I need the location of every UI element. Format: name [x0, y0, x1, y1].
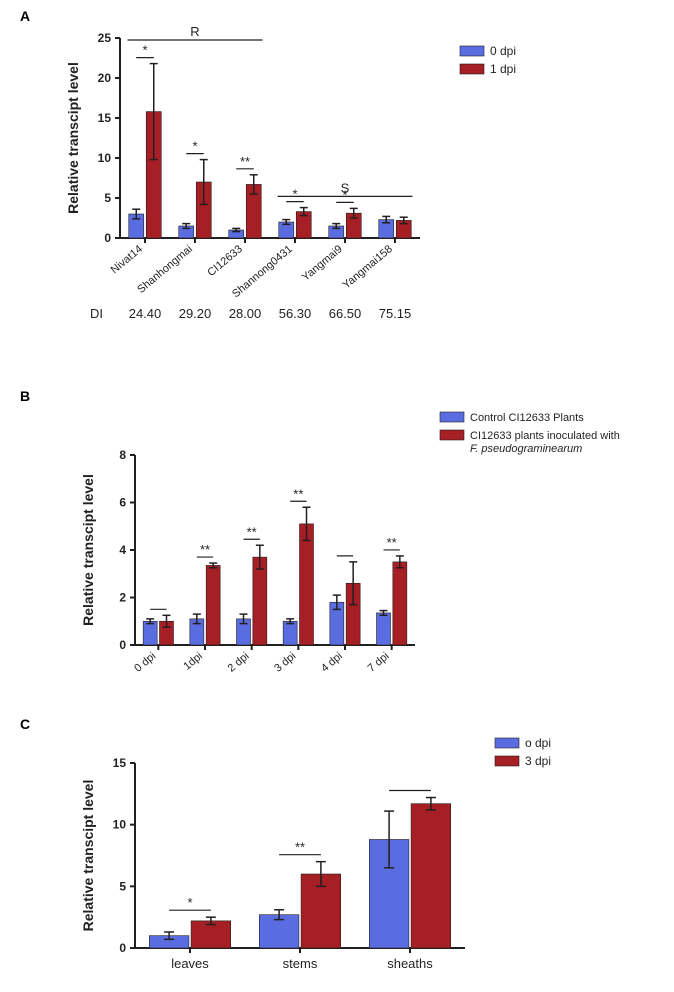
- svg-text:Yangmai9: Yangmai9: [300, 243, 345, 284]
- svg-text:*: *: [187, 895, 192, 910]
- svg-text:5: 5: [104, 191, 111, 205]
- panel-b-svg: 0 2 4 6 8 Relative transcipt level ** ** ** ** 0 d…: [40, 400, 640, 710]
- svg-text:0: 0: [119, 941, 126, 955]
- svg-text:66.50: 66.50: [329, 306, 362, 321]
- svg-text:56.30: 56.30: [279, 306, 312, 321]
- svg-text:3 dpi: 3 dpi: [525, 754, 551, 768]
- svg-text:24.40: 24.40: [129, 306, 162, 321]
- svg-text:CI12633 plants inoculated with: CI12633 plants inoculated with: [470, 430, 620, 442]
- panel-a-label: A: [20, 8, 30, 24]
- svg-text:Relative transcipt level: Relative transcipt level: [65, 62, 81, 214]
- svg-text:4: 4: [119, 543, 126, 557]
- svg-text:5: 5: [119, 879, 126, 893]
- svg-text:15: 15: [98, 111, 112, 125]
- svg-text:10: 10: [98, 151, 112, 165]
- svg-text:29.20: 29.20: [179, 306, 212, 321]
- svg-text:10: 10: [113, 818, 127, 832]
- svg-text:**: **: [293, 486, 303, 501]
- svg-text:20: 20: [98, 71, 112, 85]
- svg-text:8: 8: [119, 448, 126, 462]
- panel-b-label: B: [20, 388, 30, 404]
- svg-text:S: S: [341, 180, 350, 195]
- svg-text:CI12633: CI12633: [205, 243, 245, 279]
- panel-a-svg: 0510152025Relative transcipt level******…: [40, 20, 640, 360]
- svg-text:*: *: [292, 187, 297, 202]
- svg-text:R: R: [190, 24, 199, 39]
- svg-text:3 dpi: 3 dpi: [272, 650, 298, 675]
- panel-a: 0510152025Relative transcipt level******…: [40, 20, 640, 360]
- svg-text:*: *: [192, 139, 197, 154]
- svg-text:15: 15: [113, 756, 127, 770]
- svg-text:6: 6: [119, 496, 126, 510]
- svg-text:**: **: [200, 542, 210, 557]
- svg-text:0 dpi: 0 dpi: [132, 650, 158, 675]
- svg-text:Nivat14: Nivat14: [109, 243, 145, 276]
- panel-b: 0 2 4 6 8 Relative transcipt level ** ** ** ** 0 d…: [40, 400, 640, 710]
- svg-text:0: 0: [119, 638, 126, 652]
- svg-text:sheaths: sheaths: [387, 956, 433, 971]
- svg-text:Relative transcipt level: Relative transcipt level: [80, 780, 96, 932]
- panel-c: 0 5 10 15 Relative transcipt level leaves stem…: [40, 728, 640, 983]
- svg-text:2: 2: [119, 591, 126, 605]
- svg-text:25: 25: [98, 31, 112, 45]
- svg-text:stems: stems: [283, 956, 318, 971]
- svg-text:Shanhongmai: Shanhongmai: [135, 243, 195, 296]
- svg-text:**: **: [247, 524, 257, 539]
- svg-text:1 dpi: 1 dpi: [490, 62, 516, 76]
- svg-text:leaves: leaves: [171, 956, 209, 971]
- svg-text:7 dpi: 7 dpi: [366, 650, 392, 675]
- svg-text:28.00: 28.00: [229, 306, 262, 321]
- svg-text:Yangmai158: Yangmai158: [341, 243, 395, 291]
- svg-text:2 dpi: 2 dpi: [226, 650, 252, 675]
- svg-text:Relative transcipt level: Relative transcipt level: [80, 474, 96, 626]
- svg-text:**: **: [295, 840, 305, 855]
- svg-text:0: 0: [104, 231, 111, 245]
- svg-text:4 dpi: 4 dpi: [319, 650, 345, 675]
- svg-text:F. pseudograminearum: F. pseudograminearum: [470, 443, 582, 455]
- svg-text:0 dpi: 0 dpi: [490, 44, 516, 58]
- svg-text:o dpi: o dpi: [525, 736, 551, 750]
- svg-text:75.15: 75.15: [379, 306, 412, 321]
- figure-root: A 0510152025Relative transcipt level****…: [0, 0, 674, 992]
- svg-text:DI: DI: [90, 306, 103, 321]
- svg-text:*: *: [142, 43, 147, 58]
- svg-text:**: **: [387, 535, 397, 550]
- svg-text:Control CI12633 Plants: Control CI12633 Plants: [470, 412, 584, 424]
- panel-c-label: C: [20, 716, 30, 732]
- svg-text:1dpi: 1dpi: [181, 650, 205, 673]
- svg-text:**: **: [240, 154, 250, 169]
- panel-c-svg: 0 5 10 15 Relative transcipt level leaves stem…: [40, 728, 640, 983]
